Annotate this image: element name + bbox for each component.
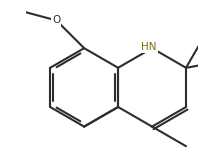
Text: O: O <box>52 15 60 26</box>
Text: HN: HN <box>141 42 157 52</box>
